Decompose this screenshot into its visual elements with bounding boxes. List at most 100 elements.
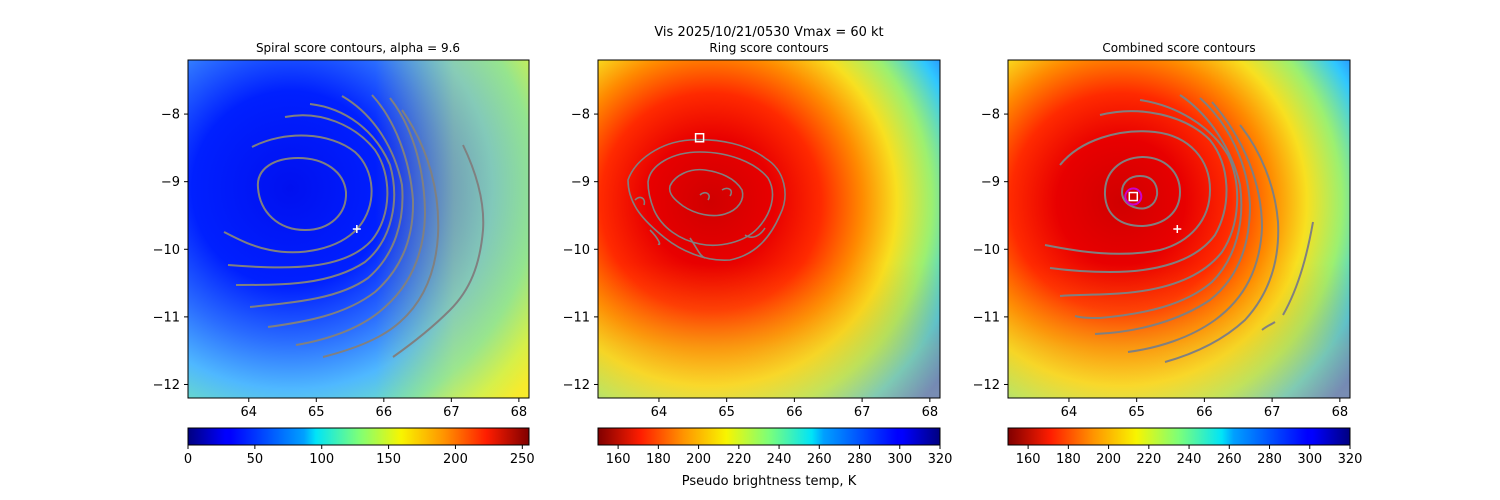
spiral-x-tick-label: 67	[443, 405, 460, 420]
ring-markers	[694, 132, 705, 143]
spiral-contour	[227, 114, 389, 269]
ring-y-tick-label: −12	[563, 378, 590, 393]
spiral-colorbar-tick-label: 250	[510, 452, 535, 467]
spiral-y-axis: −8 −9 −10 −11 −12	[153, 108, 188, 393]
combined-y-tick-label: −9	[981, 175, 1000, 190]
spiral-x-axis: 64 65 66 67 68	[240, 398, 527, 420]
ring-square-marker	[694, 132, 705, 143]
figure-suptitle: Vis 2025/10/21/0530 Vmax = 60 kt	[654, 25, 883, 40]
combined-colorbar-tick-label: 200	[1096, 452, 1121, 467]
combined-contour	[1103, 155, 1182, 228]
combined-colorbar-tick-label: 300	[1297, 452, 1322, 467]
combined-y-tick-label: −12	[973, 378, 1000, 393]
combined-contour	[1044, 130, 1212, 255]
spiral-colorbar-tick-label: 100	[309, 452, 334, 467]
combined-axes-frame	[1007, 59, 1351, 399]
ring-colorbar-tick-label: 200	[686, 452, 711, 467]
combined-x-tick-label: 68	[1332, 405, 1349, 420]
combined-contour	[1120, 174, 1159, 210]
ring-x-tick-label: 67	[854, 405, 871, 420]
ring-colorbar-tick-label: 240	[767, 452, 792, 467]
ring-contour	[627, 138, 786, 261]
ring-colorbar-tick-label: 160	[606, 452, 631, 467]
combined-contour	[1074, 94, 1243, 320]
combined-panel: Combined score contours 64 65 66 67 68 −8−9−…	[973, 41, 1363, 467]
ring-x-tick-label: 66	[786, 405, 803, 420]
ring-y-axis: −8 −9 −10 −11 −12	[563, 108, 598, 393]
ring-panel-title: Ring score contours	[709, 41, 828, 55]
ring-axes-frame	[597, 59, 941, 399]
colorbar-label: Pseudo brightness temp, K	[682, 474, 857, 489]
ring-colorbar-tick-label: 280	[847, 452, 872, 467]
ring-colorbar-tick-label: 300	[887, 452, 912, 467]
spiral-y-tick-label: −10	[153, 243, 180, 258]
ring-contour	[649, 227, 766, 259]
spiral-x-tick-label: 65	[308, 405, 325, 420]
combined-y-tick-label: −10	[973, 243, 1000, 258]
spiral-colorbar-tick-label: 0	[184, 452, 192, 467]
spiral-contour	[392, 144, 485, 358]
ring-colorbar-tick-label: 180	[646, 452, 671, 467]
spiral-contour	[235, 103, 396, 286]
combined-x-tick-label: 66	[1196, 405, 1213, 420]
spiral-panel-title: Spiral score contours, alpha = 9.6	[256, 41, 460, 55]
combined-x-tick-label: 67	[1264, 405, 1281, 420]
combined-contour	[1094, 97, 1252, 335]
combined-panel-title: Combined score contours	[1102, 41, 1255, 55]
ring-colorbar: 160 180 200 220 240 260 280 300 320	[597, 427, 952, 467]
ring-contour	[634, 187, 733, 206]
spiral-y-tick-label: −9	[161, 175, 180, 190]
ring-x-tick-label: 65	[718, 405, 735, 420]
combined-contour	[1282, 221, 1314, 316]
combined-x-tick-label: 65	[1128, 405, 1145, 420]
ring-x-tick-label: 68	[922, 405, 939, 420]
ring-colorbar-bar	[597, 427, 941, 446]
ring-y-tick-label: −11	[563, 310, 590, 325]
combined-colorbar-bar	[1007, 427, 1351, 446]
spiral-contour	[223, 134, 373, 254]
spiral-x-tick-label: 64	[240, 405, 257, 420]
spiral-center-plus-marker	[352, 225, 361, 233]
spiral-contour	[249, 95, 404, 308]
spiral-contour	[267, 94, 415, 328]
combined-contour	[1059, 99, 1239, 297]
ring-contour	[647, 151, 774, 247]
ring-colorbar-tick-label: 220	[726, 452, 751, 467]
combined-circle-marker	[1124, 187, 1143, 206]
spiral-contour	[295, 97, 427, 346]
combined-y-tick-label: −11	[973, 310, 1000, 325]
spiral-y-tick-label: −8	[161, 108, 180, 123]
spiral-colorbar-tick-label: 50	[247, 452, 264, 467]
combined-contour	[1127, 101, 1264, 353]
ring-x-axis: 64 65 66 67 68	[651, 398, 938, 420]
combined-colorbar-tick-label: 240	[1177, 452, 1202, 467]
ring-x-tick-label: 64	[651, 405, 668, 420]
ring-y-tick-label: −10	[563, 243, 590, 258]
ring-colorbar-tick-label: 260	[807, 452, 832, 467]
spiral-y-tick-label: −11	[153, 310, 180, 325]
ring-panel: Ring score contours 64 65 66 67 68 −8 −9 −10 −1…	[563, 41, 953, 489]
ring-y-tick-label: −8	[571, 108, 590, 123]
spiral-colorbar-tick-label: 200	[443, 452, 468, 467]
combined-colorbar-tick-label: 160	[1016, 452, 1041, 467]
combined-contour	[1164, 124, 1280, 363]
combined-colorbar-tick-label: 260	[1217, 452, 1242, 467]
combined-contour	[1261, 321, 1276, 331]
combined-contours	[1044, 94, 1314, 363]
ring-y-tick-label: −9	[571, 175, 590, 190]
spiral-contour	[256, 156, 348, 232]
spiral-y-tick-label: −12	[153, 378, 180, 393]
spiral-colorbar: 0 50 100 150 200 250	[184, 427, 535, 467]
spiral-colorbar-bar	[187, 427, 530, 446]
combined-colorbar-tick-label: 320	[1338, 452, 1363, 467]
combined-square-marker	[1128, 191, 1139, 202]
spiral-x-tick-label: 68	[511, 405, 528, 420]
combined-center-plus-marker	[1173, 225, 1182, 233]
combined-colorbar-tick-label: 220	[1136, 452, 1161, 467]
ring-contour	[668, 168, 744, 217]
combined-x-tick-label: 64	[1061, 405, 1078, 420]
combined-contour	[1049, 110, 1228, 274]
spiral-axes-frame	[187, 59, 530, 399]
combined-colorbar-tick-label: 180	[1056, 452, 1081, 467]
